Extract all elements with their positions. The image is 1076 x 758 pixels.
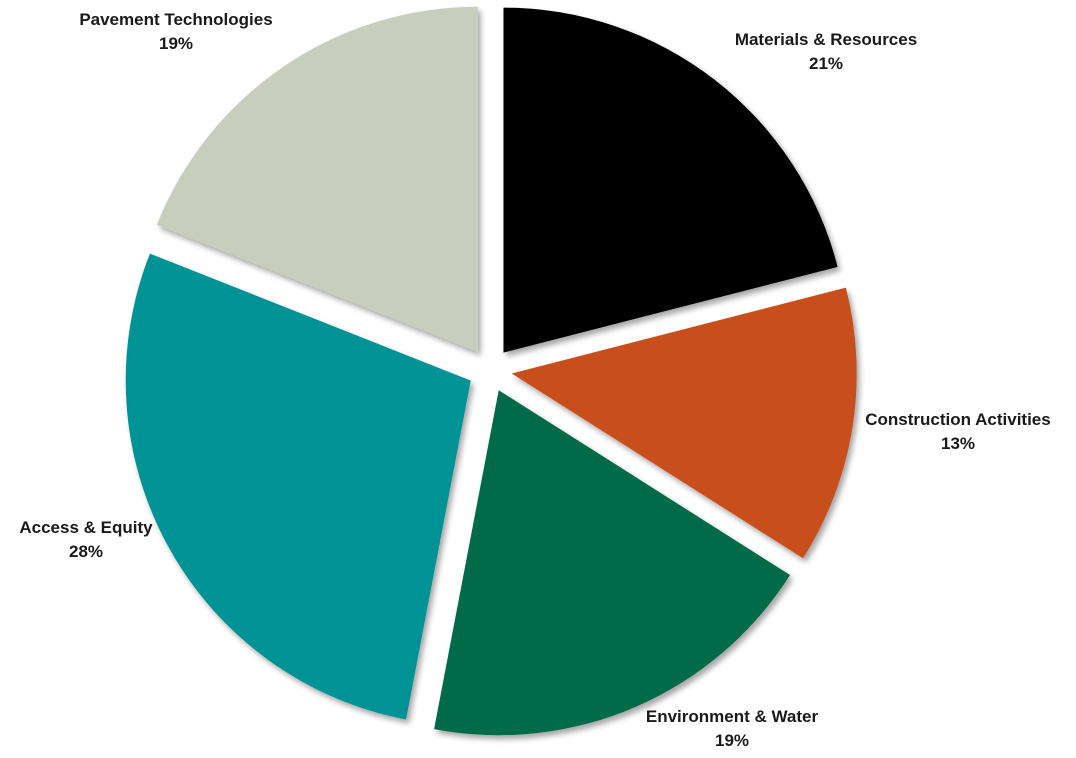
pie-slice-environment-and-water [434,390,791,736]
pie-slice-materials-and-resources [503,7,838,353]
slice-percent-label: 21% [809,54,843,73]
pie-label-environment-and-water: Environment & Water 19% [646,707,819,750]
slice-name-label: Pavement Technologies [79,10,272,29]
pie-label-construction-activities: Construction Activities 13% [865,410,1050,453]
pie-label-pavement-technologies: Pavement Technologies 19% [79,10,272,53]
pie-labels: Materials & Resources 21% Construction Act… [19,10,1050,750]
slice-percent-label: 13% [941,434,975,453]
slice-percent-label: 19% [715,731,749,750]
slice-percent-label: 28% [69,542,103,561]
pie-label-access-and-equity: Access & Equity 28% [19,518,153,561]
pie-label-materials-and-resources: Materials & Resources 21% [735,30,917,73]
slice-name-label: Environment & Water [646,707,819,726]
pie-slice-access-and-equity [125,253,471,720]
pie-slice-pavement-technologies [156,6,478,352]
slice-name-label: Materials & Resources [735,30,917,49]
slice-percent-label: 19% [159,34,193,53]
pie-slices [125,6,857,736]
slice-name-label: Access & Equity [19,518,153,537]
slice-name-label: Construction Activities [865,410,1050,429]
pie-slice-construction-activities [511,287,857,559]
